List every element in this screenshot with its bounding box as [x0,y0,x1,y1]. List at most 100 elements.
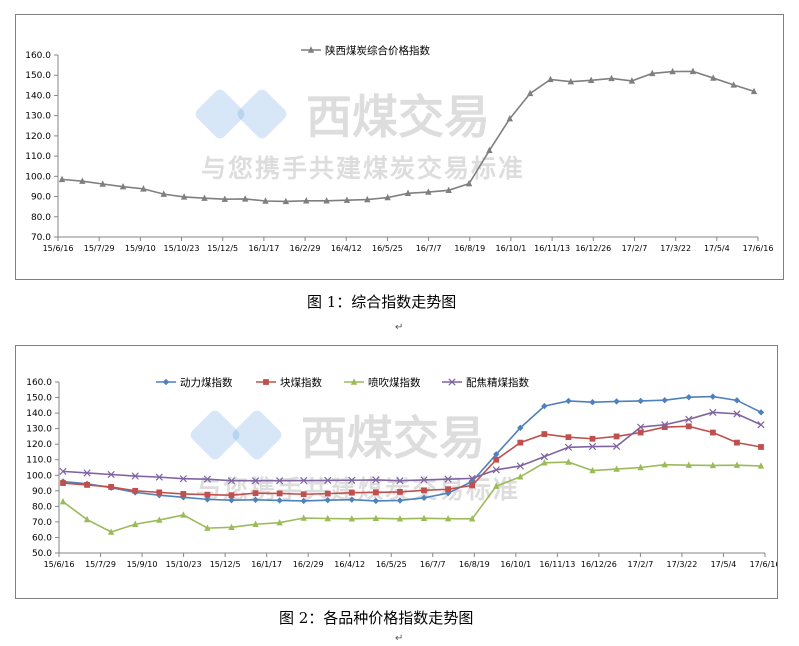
y-tick-label: 130.0 [25,112,51,122]
data-point [276,490,283,497]
x-tick-label: 15/12/5 [210,560,241,569]
data-point [300,497,307,505]
x-tick-label: 15/9/10 [127,560,158,569]
data-point [733,410,741,418]
x-tick-label: 17/6/16 [743,244,774,253]
x-tick-label: 15/7/29 [84,244,115,253]
x-tick-label: 16/5/25 [372,244,403,253]
data-point [709,408,717,416]
data-point [637,397,644,405]
data-point [420,476,428,484]
legend-label: 陕西煤炭综合价格指数 [325,44,430,57]
data-point [60,480,66,486]
data-point [757,421,765,429]
data-point [710,74,717,81]
legend-label: 喷吹煤指数 [368,376,421,389]
x-tick-label: 16/4/12 [334,560,365,569]
data-point [493,456,500,463]
legend-marker [263,379,269,385]
data-point [637,423,645,431]
data-point [517,473,524,480]
series-line [62,395,762,502]
data-point [180,491,187,497]
data-point [661,421,669,429]
variety-index-chart-svg: 50.0 60.0 70.0 80.0 90.0 100.0 110.0 120.0 130.0… [26,376,777,569]
paragraph-mark-icon: ↵ [395,322,404,333]
data-point [730,81,737,88]
x-tick-label: 15/6/16 [44,560,75,569]
data-point [685,415,693,423]
data-point [649,69,656,77]
data-point [180,193,188,200]
data-point [79,177,86,184]
data-point [709,429,716,436]
data-point [348,489,355,496]
data-point [276,518,283,526]
data-point [221,195,229,202]
data-point [445,486,452,493]
x-tick-label: 17/5/4 [711,560,737,569]
x-tick-label: 15/10/23 [166,560,202,569]
data-point [758,444,764,450]
data-point [201,194,208,201]
data-point [324,476,332,485]
x-tick-label: 16/11/13 [534,244,570,253]
data-point [303,197,310,204]
data-point [107,528,115,535]
data-point [469,482,476,489]
data-point [372,497,380,505]
data-point [468,474,476,483]
data-point [83,469,91,477]
data-point [276,497,283,504]
data-point [444,514,452,522]
data-point [262,197,269,204]
figure-2-caption: 图 2：各品种价格指数走势图 [279,609,474,627]
data-point [396,515,404,522]
y-tick-label: 130.0 [26,425,52,435]
data-point [241,195,249,202]
legend-label: 配焦精煤指数 [466,376,529,389]
data-point [228,496,235,504]
x-tick-label: 16/1/17 [248,244,279,253]
data-point [204,496,211,503]
figure-1-caption: 图 1：综合指数走势图 [307,293,457,311]
data-point [396,497,404,504]
data-point [140,185,147,192]
y-tick-label: 60.0 [32,533,52,543]
data-point [179,475,187,483]
data-point [404,189,412,197]
data-point [541,459,548,466]
data-point [275,477,284,485]
data-point [516,462,524,470]
x-tick-label: 16/8/19 [454,244,485,253]
y-tick-label: 100.0 [26,471,52,481]
data-point [228,492,235,499]
y-tick-label: 140.0 [25,91,51,101]
x-tick-label: 16/1/17 [251,560,282,569]
data-point [492,466,500,474]
data-point [252,496,259,504]
series-line [62,425,762,496]
data-point [541,431,548,437]
data-point [589,399,596,406]
data-point [661,396,668,404]
data-point [372,476,380,484]
x-tick-label: 16/2/29 [290,244,321,253]
x-tick-label: 16/12/26 [581,560,617,569]
data-point [282,197,290,205]
data-point [685,394,692,401]
data-point [107,470,115,479]
data-point [493,451,500,458]
y-tick-label: 90.0 [31,193,51,203]
data-point [324,490,331,497]
data-point [324,496,331,504]
data-point [425,188,432,195]
data-point [567,77,575,85]
y-tick-label: 120.0 [25,132,51,142]
data-point [348,515,356,522]
data-point [99,180,106,187]
data-point [204,491,211,498]
y-tick-label: 70.0 [32,518,52,528]
data-point [685,423,692,430]
data-point [565,458,572,465]
